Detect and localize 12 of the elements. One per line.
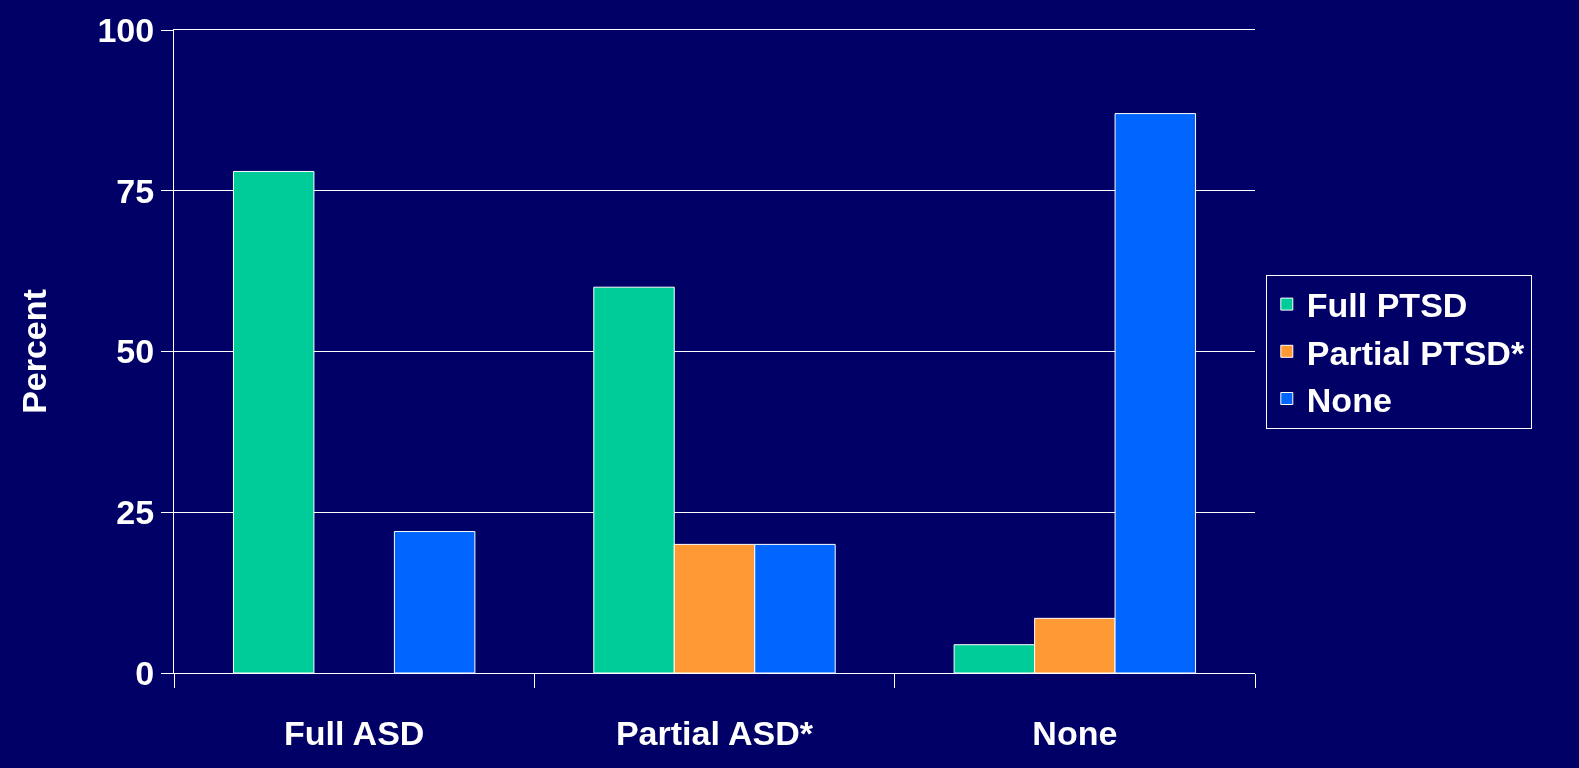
legend-label: None (1306, 380, 1392, 419)
legend-label: Full PTSD (1306, 286, 1468, 325)
legend-label: Partial PTSD* (1306, 333, 1525, 372)
y-tick-label: 25 (116, 493, 155, 532)
y-tick-label: 50 (116, 332, 155, 371)
y-tick-label: 0 (135, 653, 155, 692)
x-tick-label: None (1032, 713, 1118, 752)
y-tick-label: 100 (97, 10, 155, 49)
x-tick-label: Full ASD (283, 713, 425, 752)
y-tick-label: 75 (116, 171, 155, 210)
x-tick-label: Partial ASD* (615, 713, 814, 752)
y-axis-title: Percent (15, 289, 54, 414)
